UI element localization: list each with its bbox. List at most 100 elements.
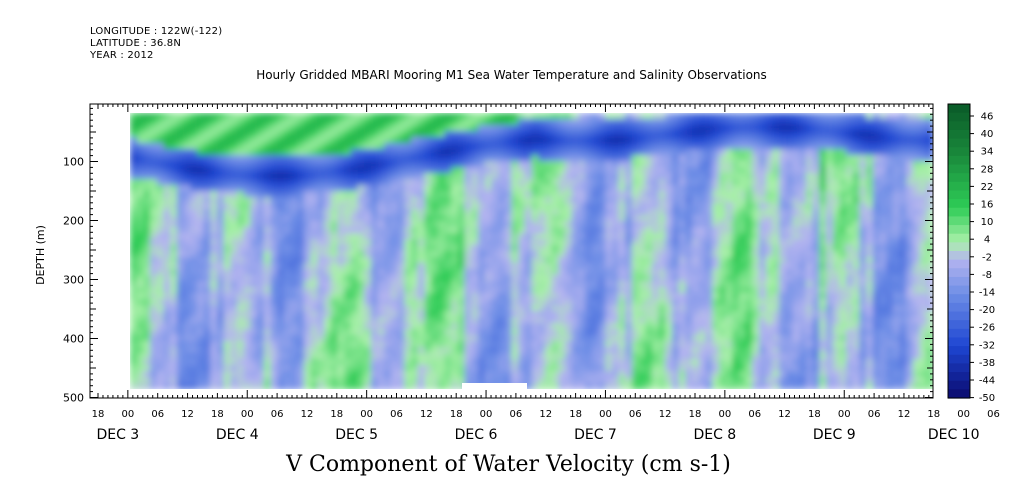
field-cell [350,245,359,252]
field-cell [718,209,727,216]
field-cell [799,323,807,330]
field-cell [698,137,707,144]
field-cell [130,365,138,372]
field-cell [524,113,533,120]
field-cell [437,287,446,294]
field-cell [759,173,767,180]
field-cell [344,227,352,234]
field-cell [451,353,459,360]
field-cell [290,371,299,378]
field-cell [819,239,827,246]
field-cell [672,263,680,270]
field-cell [457,317,466,324]
field-cell [484,281,493,288]
field-cell [424,353,432,360]
field-cell [752,257,760,264]
field-cell [819,143,827,150]
field-cell [263,353,272,360]
field-cell [324,143,332,150]
field-cell [283,137,292,144]
field-cell [538,173,546,180]
field-cell [625,257,633,264]
field-cell [498,113,506,120]
field-cell [337,227,345,234]
field-cell [130,263,138,270]
field-cell [170,131,178,138]
field-cell [544,173,553,180]
field-cell [150,383,158,389]
field-cell [257,137,265,144]
field-cell [344,359,352,366]
field-cell [250,209,258,216]
field-cell [725,293,734,300]
field-cell [745,125,754,132]
field-cell [337,353,345,360]
field-cell [317,347,325,354]
field-cell [250,227,258,234]
field-cell [745,359,754,366]
field-cell [270,227,279,234]
field-cell [437,263,446,270]
field-cell [812,113,821,120]
field-cell [658,317,667,324]
field-cell [698,179,707,186]
field-cell [337,383,345,389]
field-cell [257,161,265,168]
field-cell [839,221,847,228]
field-cell [558,119,566,126]
field-cell [250,263,258,270]
field-cell [404,245,412,252]
field-cell [344,269,352,276]
field-cell [156,383,165,389]
field-cell [431,197,439,204]
field-cell [665,365,673,372]
field-cell [270,233,279,240]
field-cell [297,161,305,168]
field-cell [518,191,526,198]
field-cell [792,251,800,258]
field-cell [752,125,760,132]
field-cell [357,365,366,372]
field-cell [257,125,265,132]
field-cell [578,341,586,348]
field-cell [725,137,734,144]
field-cell [618,341,626,348]
field-cell [799,239,807,246]
field-cell [611,347,620,354]
field-cell [404,329,412,336]
field-cell [337,185,345,192]
field-cell [745,341,754,348]
field-cell [524,131,533,138]
field-cell [196,347,205,354]
field-cell [618,239,626,246]
field-cell [411,209,419,216]
field-cell [303,149,312,156]
field-cell [645,131,653,138]
field-cell [337,167,345,174]
field-cell [317,281,325,288]
field-cell [370,143,379,150]
field-cell [725,245,734,252]
field-cell [799,275,807,282]
field-cell [303,305,312,312]
field-cell [170,161,178,168]
field-cell [203,125,212,132]
field-cell [390,347,399,354]
field-cell [250,269,258,276]
field-cell [812,179,821,186]
field-cell [531,293,539,300]
field-cell [411,167,419,174]
field-cell [665,377,673,384]
field-cell [370,371,379,378]
field-cell [150,131,158,138]
field-cell [290,263,299,270]
field-cell [397,143,406,150]
field-cell [799,293,807,300]
field-cell [444,125,452,132]
field-cell [564,155,573,162]
field-cell [846,275,854,282]
field-cell [732,227,740,234]
field-cell [805,305,814,312]
field-cell [504,251,513,258]
field-cell [216,149,225,156]
